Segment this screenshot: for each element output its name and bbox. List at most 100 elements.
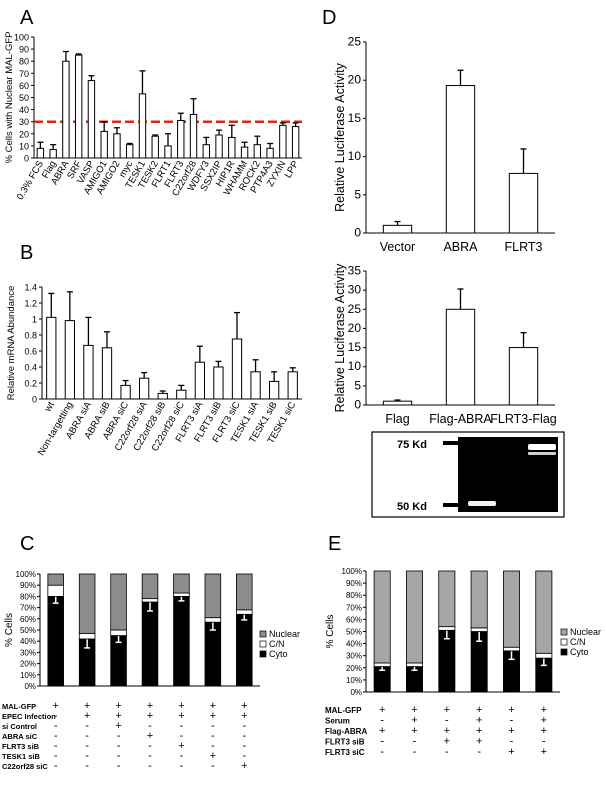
treatment-mark: -: [242, 730, 246, 742]
treatment-mark: +: [541, 725, 547, 737]
bar: [382, 224, 413, 234]
treatment-mark: -: [211, 730, 215, 742]
treatment-mark: -: [180, 760, 184, 772]
treatment-mark: +: [84, 710, 90, 722]
treatment-mark: -: [85, 750, 89, 762]
chart-c: 0% 10% 20% 30% 40% 50% 60% 70% 80% 90% 100% Nuclear…: [2, 570, 300, 772]
treatment-mark: -: [54, 730, 58, 742]
treatment-label: FLRT3 siB: [325, 738, 365, 747]
treatment-mark: +: [241, 710, 247, 722]
legend-label: C/N: [269, 639, 285, 649]
bar: [213, 366, 224, 400]
bar: [74, 54, 83, 159]
bar: [287, 371, 298, 400]
treatment-mark: +: [178, 740, 184, 752]
treatment-mark: -: [148, 740, 152, 752]
bar: [250, 371, 261, 400]
stacked-segment-nuclear: [236, 573, 253, 611]
marker-tick: [443, 441, 459, 445]
stacked-segment-cn: [173, 592, 190, 597]
category-label: FLRT3: [505, 240, 543, 254]
treatment-mark: +: [147, 730, 153, 742]
y-tick-label: 20: [348, 321, 362, 335]
y-tick-label: 10: [348, 359, 362, 373]
legend-label: Cyto: [269, 649, 288, 659]
bar: [177, 119, 185, 159]
treatment-mark: +: [444, 704, 450, 716]
stacked-segment-cn: [141, 598, 159, 603]
stacked-segment-nuclear: [438, 570, 456, 628]
treatment-mark: +: [210, 700, 216, 712]
category-label: Flag-ABRA: [429, 412, 492, 426]
stacked-segment-nuclear: [204, 573, 222, 619]
treatment-mark: -: [242, 720, 246, 732]
bar: [126, 144, 134, 159]
y-tick-label: 30: [19, 117, 29, 127]
blot-marker-label: 50 Kd: [397, 501, 427, 513]
y-tick-label: 0: [354, 398, 361, 412]
treatment-mark: +: [411, 704, 417, 716]
stacked-segment-nuclear: [535, 570, 553, 654]
treatment-mark: +: [476, 736, 482, 748]
band: [528, 452, 556, 455]
bar: [120, 384, 131, 400]
chart-e: 0% 10% 20% 30% 40% 50% 60% 70% 80% 90% 100% Nuclear…: [325, 567, 601, 758]
treatment-label: FLRT3 siB: [2, 742, 40, 751]
band: [468, 501, 496, 506]
stacked-segment-nuclear: [141, 573, 159, 600]
panel-label-d: D: [322, 7, 336, 29]
marker-tick: [443, 503, 459, 507]
stacked-segment-nuclear: [110, 573, 127, 631]
treatment-mark: -: [54, 750, 58, 762]
blot-marker-label: 75 Kd: [397, 439, 427, 451]
treatment-mark: -: [117, 740, 121, 752]
y-tick-label: 70%: [20, 604, 36, 613]
bar: [46, 316, 57, 400]
bar: [64, 320, 76, 400]
bar: [157, 392, 168, 400]
y-axis-label: Relative Luciferase Activity: [333, 62, 347, 211]
treatment-label: TESK1 siB: [2, 752, 41, 761]
bar: [189, 113, 198, 159]
legend-swatch: [259, 640, 267, 648]
y-tick-label: 0: [354, 226, 361, 240]
treatment-mark: +: [379, 725, 385, 737]
y-tick-label: 30: [348, 283, 362, 297]
treatment-mark: +: [241, 700, 247, 712]
y-tick-label: 20%: [346, 664, 362, 673]
legend-swatch: [259, 630, 267, 638]
y-tick-label: 10: [19, 141, 29, 151]
y-tick-label: 1.2: [24, 299, 37, 309]
treatment-mark: +: [115, 720, 121, 732]
legend-label: C/N: [570, 637, 586, 647]
treatment-mark: -: [54, 710, 58, 722]
y-tick-label: 30%: [20, 648, 36, 657]
y-tick-label: 80%: [346, 591, 362, 600]
treatment-mark: +: [210, 710, 216, 722]
stacked-segment-cyto: [236, 613, 253, 687]
treatment-mark: -: [85, 740, 89, 752]
stacked-segment-cn: [470, 627, 488, 632]
treatment-mark: -: [148, 760, 152, 772]
treatment-mark: +: [241, 760, 247, 772]
treatment-mark: +: [115, 700, 121, 712]
stacked-segment-nuclear: [47, 573, 64, 586]
stacked-segment-nuclear: [173, 573, 190, 594]
treatment-mark: -: [54, 760, 58, 772]
bar: [101, 347, 113, 400]
treatment-mark: -: [180, 750, 184, 762]
legend-label: Cyto: [570, 647, 589, 657]
treatment-mark: -: [85, 720, 89, 732]
treatment-mark: -: [413, 736, 417, 748]
legend-swatch: [560, 628, 568, 636]
y-axis-label: Relative mRNA Abundance: [6, 286, 17, 401]
bar: [228, 136, 236, 159]
treatment-label: EPEC Infection: [2, 712, 56, 721]
y-tick-label: 5: [354, 378, 361, 392]
bar: [508, 172, 539, 234]
y-tick-label: 100: [14, 33, 29, 43]
bar: [113, 133, 121, 159]
panel-label-a: A: [20, 7, 34, 29]
treatment-label: ABRA siC: [2, 732, 38, 741]
bar: [445, 85, 476, 234]
